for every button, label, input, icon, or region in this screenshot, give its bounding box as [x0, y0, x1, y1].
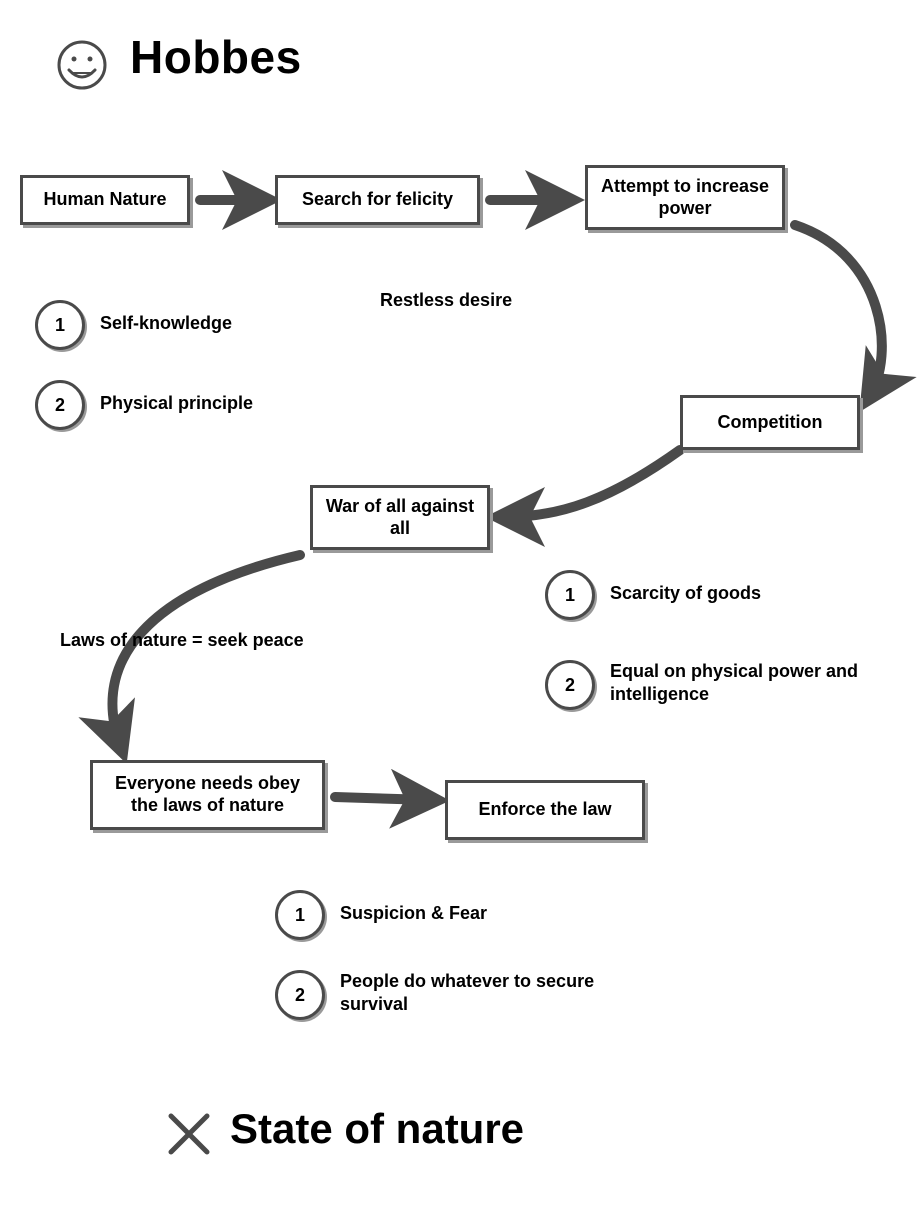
footer-title: State of nature	[230, 1105, 524, 1153]
bullet-left-2: 2	[35, 380, 85, 430]
bullet-number-icon: 2	[35, 380, 85, 430]
node-human-nature: Human Nature	[20, 175, 190, 225]
node-label: War of all against all	[319, 496, 481, 539]
node-enforce-law: Enforce the law	[445, 780, 645, 840]
bullet-bottom-1-text: Suspicion & Fear	[340, 902, 487, 925]
node-label: Enforce the law	[478, 799, 611, 821]
bullet-left-1: 1	[35, 300, 85, 350]
bullet-number: 2	[55, 395, 65, 416]
bullet-right-1: 1	[545, 570, 595, 620]
bullet-right-2-text: Equal on physical power and intelligence	[610, 660, 870, 705]
bullet-number: 2	[295, 985, 305, 1006]
bullet-number-icon: 1	[275, 890, 325, 940]
bullet-right-1-text: Scarcity of goods	[610, 582, 761, 605]
node-search-felicity: Search for felicity	[275, 175, 480, 225]
caption-laws-seek-peace: Laws of nature = seek peace	[60, 630, 304, 651]
bullet-number-icon: 1	[35, 300, 85, 350]
node-increase-power: Attempt to increase power	[585, 165, 785, 230]
bullet-number-icon: 1	[545, 570, 595, 620]
node-war-of-all: War of all against all	[310, 485, 490, 550]
footer-icon-wrap	[165, 1110, 213, 1163]
bullet-bottom-2: 2	[275, 970, 325, 1020]
x-mark-icon	[165, 1110, 213, 1158]
bullet-number: 1	[295, 905, 305, 926]
bullet-number: 1	[565, 585, 575, 606]
diagram-canvas: Hobbes Human Nature Search for felicity …	[0, 0, 922, 1218]
page-title: Hobbes	[130, 30, 302, 84]
node-label: Human Nature	[43, 189, 166, 211]
bullet-number: 2	[565, 675, 575, 696]
node-label: Everyone needs obey the laws of nature	[99, 773, 316, 816]
node-competition: Competition	[680, 395, 860, 450]
bullet-number-icon: 2	[275, 970, 325, 1020]
bullet-right-2: 2	[545, 660, 595, 710]
bullet-bottom-1: 1	[275, 890, 325, 940]
bullet-number-icon: 2	[545, 660, 595, 710]
title-icon-wrap	[55, 38, 109, 97]
bullet-number: 1	[55, 315, 65, 336]
bullet-left-2-text: Physical principle	[100, 392, 253, 415]
edge-e3	[795, 225, 882, 395]
edge-e4	[505, 450, 680, 517]
node-label: Competition	[718, 412, 823, 434]
caption-restless-desire: Restless desire	[380, 290, 512, 311]
smiley-face-icon	[55, 38, 109, 92]
edge-e6	[335, 797, 430, 800]
node-label: Search for felicity	[302, 189, 453, 211]
bullet-bottom-2-text: People do whatever to secure survival	[340, 970, 600, 1015]
node-label: Attempt to increase power	[594, 176, 776, 219]
bullet-left-1-text: Self-knowledge	[100, 312, 232, 335]
node-obey-laws: Everyone needs obey the laws of nature	[90, 760, 325, 830]
